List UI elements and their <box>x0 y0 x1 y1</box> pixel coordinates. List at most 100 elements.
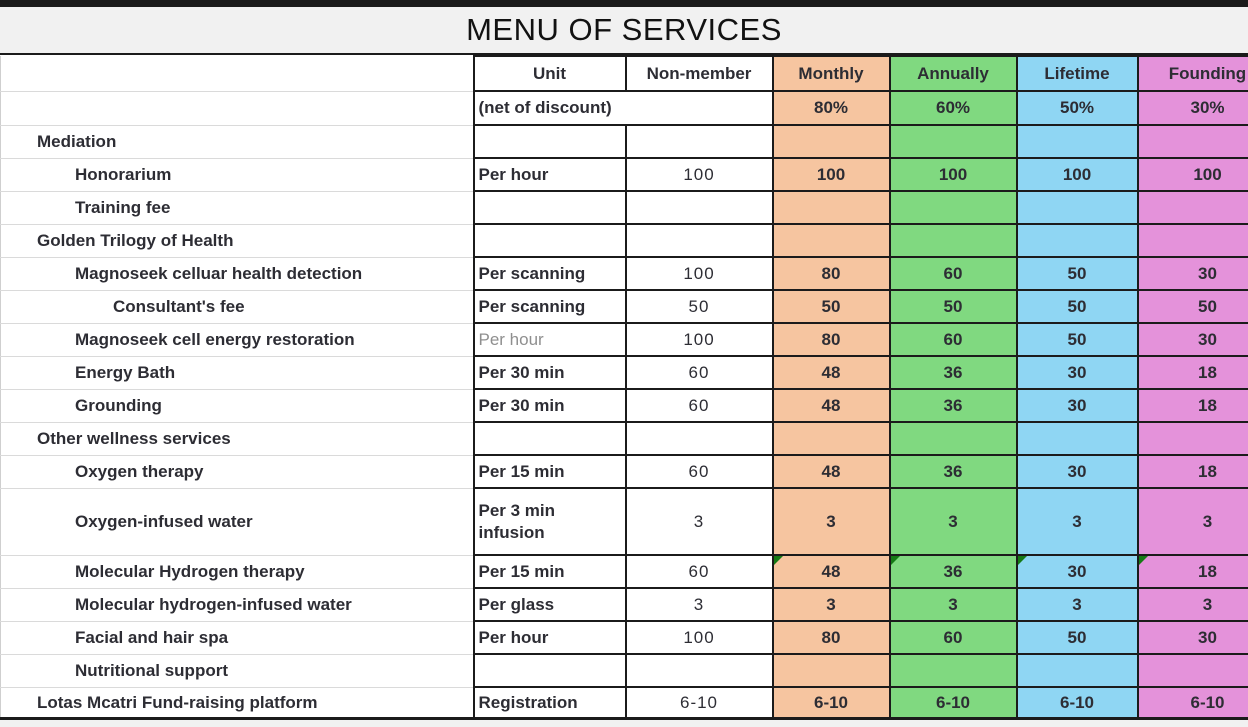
tier-price-cell[interactable]: 18 <box>1136 454 1248 489</box>
tier-discount-cell[interactable]: 30% <box>1136 90 1248 126</box>
tier-price-cell[interactable] <box>1015 653 1139 688</box>
non-member-price-cell[interactable] <box>624 190 774 225</box>
tier-price-cell[interactable] <box>1136 124 1248 159</box>
tier-price-cell[interactable]: 18 <box>1136 554 1248 589</box>
discount-row-blank-cell[interactable] <box>0 91 475 126</box>
tier-price-cell[interactable] <box>771 653 891 688</box>
tier-price-cell[interactable]: 18 <box>1136 388 1248 423</box>
tier-column-header[interactable]: Annually <box>888 55 1018 92</box>
unit-cell[interactable]: Per 3 min infusion <box>472 487 627 556</box>
unit-cell[interactable]: Per 30 min <box>472 388 627 423</box>
tier-price-cell[interactable]: 100 <box>1015 157 1139 192</box>
tier-price-cell[interactable] <box>1136 190 1248 225</box>
non-member-price-cell[interactable]: 50 <box>624 289 774 324</box>
tier-price-cell[interactable]: 30 <box>1136 322 1248 357</box>
non-member-price-cell[interactable]: 100 <box>624 256 774 291</box>
non-member-price-cell[interactable] <box>624 223 774 258</box>
tier-price-cell[interactable] <box>888 653 1018 688</box>
tier-price-cell[interactable]: 30 <box>1015 554 1139 589</box>
unit-cell[interactable]: Per 30 min <box>472 355 627 390</box>
tier-price-cell[interactable]: 100 <box>1136 157 1248 192</box>
service-name-cell[interactable]: Training fee <box>0 191 475 225</box>
tier-price-cell[interactable]: 100 <box>888 157 1018 192</box>
service-name-cell[interactable]: Facial and hair spa <box>0 621 475 655</box>
tier-price-cell[interactable] <box>888 223 1018 258</box>
unit-cell[interactable]: Registration <box>472 686 627 717</box>
service-name-cell[interactable]: Other wellness services <box>0 422 475 456</box>
tier-price-cell[interactable]: 36 <box>888 355 1018 390</box>
tier-price-cell[interactable]: 80 <box>771 620 891 655</box>
tier-price-cell[interactable]: 18 <box>1136 355 1248 390</box>
tier-price-cell[interactable]: 3 <box>1136 587 1248 622</box>
tier-price-cell[interactable] <box>1015 190 1139 225</box>
tier-price-cell[interactable]: 48 <box>771 355 891 390</box>
tier-price-cell[interactable]: 6-10 <box>1015 686 1139 717</box>
tier-price-cell[interactable]: 30 <box>1136 620 1248 655</box>
unit-cell[interactable]: Per scanning <box>472 289 627 324</box>
tier-price-cell[interactable]: 3 <box>888 587 1018 622</box>
service-name-cell[interactable]: Oxygen therapy <box>0 455 475 489</box>
tier-price-cell[interactable]: 50 <box>1015 620 1139 655</box>
tier-price-cell[interactable]: 30 <box>1015 388 1139 423</box>
non-member-price-cell[interactable]: 3 <box>624 487 774 556</box>
tier-discount-cell[interactable]: 60% <box>888 90 1018 126</box>
tier-price-cell[interactable]: 6-10 <box>888 686 1018 717</box>
unit-cell[interactable] <box>472 653 627 688</box>
tier-price-cell[interactable]: 60 <box>888 620 1018 655</box>
tier-price-cell[interactable] <box>1015 124 1139 159</box>
unit-cell[interactable]: Per 15 min <box>472 454 627 489</box>
tier-price-cell[interactable]: 50 <box>771 289 891 324</box>
tier-discount-cell[interactable]: 50% <box>1015 90 1139 126</box>
tier-price-cell[interactable]: 48 <box>771 454 891 489</box>
tier-price-cell[interactable]: 30 <box>1136 256 1248 291</box>
tier-price-cell[interactable]: 60 <box>888 256 1018 291</box>
service-name-cell[interactable]: Oxygen-infused water <box>0 488 475 556</box>
non-member-price-cell[interactable] <box>624 124 774 159</box>
tier-price-cell[interactable]: 50 <box>1015 289 1139 324</box>
tier-price-cell[interactable] <box>888 421 1018 456</box>
discount-note-cell[interactable]: (net of discount) <box>472 90 774 126</box>
service-name-cell[interactable]: Magnoseek cell energy restoration <box>0 323 475 357</box>
tier-price-cell[interactable]: 3 <box>1015 587 1139 622</box>
tier-price-cell[interactable]: 50 <box>888 289 1018 324</box>
tier-price-cell[interactable]: 3 <box>1015 487 1139 556</box>
tier-column-header[interactable]: Monthly <box>771 55 891 92</box>
service-name-cell[interactable]: Grounding <box>0 389 475 423</box>
unit-column-header[interactable]: Unit <box>472 55 627 92</box>
tier-price-cell[interactable]: 6-10 <box>1136 686 1248 717</box>
tier-price-cell[interactable]: 3 <box>1136 487 1248 556</box>
tier-price-cell[interactable]: 36 <box>888 554 1018 589</box>
tier-price-cell[interactable] <box>1015 421 1139 456</box>
non-member-price-cell[interactable]: 6-10 <box>624 686 774 717</box>
tier-price-cell[interactable]: 3 <box>888 487 1018 556</box>
tier-price-cell[interactable]: 30 <box>1015 355 1139 390</box>
tier-price-cell[interactable] <box>771 124 891 159</box>
tier-column-header[interactable]: Founding <box>1136 55 1248 92</box>
tier-column-header[interactable]: Lifetime <box>1015 55 1139 92</box>
non-member-price-cell[interactable]: 60 <box>624 355 774 390</box>
unit-cell[interactable]: Per scanning <box>472 256 627 291</box>
tier-price-cell[interactable]: 3 <box>771 587 891 622</box>
non-member-price-cell[interactable]: 100 <box>624 157 774 192</box>
non-member-price-cell[interactable]: 60 <box>624 388 774 423</box>
tier-price-cell[interactable] <box>1136 223 1248 258</box>
tier-price-cell[interactable] <box>888 124 1018 159</box>
service-name-cell[interactable]: Golden Trilogy of Health <box>0 224 475 258</box>
service-name-cell[interactable]: Lotas Mcatri Fund-raising platform <box>0 687 475 717</box>
tier-price-cell[interactable] <box>1136 653 1248 688</box>
unit-cell[interactable] <box>472 124 627 159</box>
tier-price-cell[interactable]: 36 <box>888 454 1018 489</box>
tier-price-cell[interactable]: 48 <box>771 554 891 589</box>
tier-price-cell[interactable]: 80 <box>771 256 891 291</box>
tier-price-cell[interactable]: 50 <box>1015 322 1139 357</box>
tier-price-cell[interactable] <box>771 223 891 258</box>
tier-price-cell[interactable]: 30 <box>1015 454 1139 489</box>
unit-cell[interactable]: Per hour <box>472 322 627 357</box>
service-name-cell[interactable]: Magnoseek celluar health detection <box>0 257 475 291</box>
unit-cell[interactable]: Per hour <box>472 157 627 192</box>
non-member-price-cell[interactable]: 100 <box>624 322 774 357</box>
tier-price-cell[interactable] <box>888 190 1018 225</box>
non-member-price-cell[interactable] <box>624 421 774 456</box>
tier-price-cell[interactable]: 100 <box>771 157 891 192</box>
tier-price-cell[interactable]: 6-10 <box>771 686 891 717</box>
